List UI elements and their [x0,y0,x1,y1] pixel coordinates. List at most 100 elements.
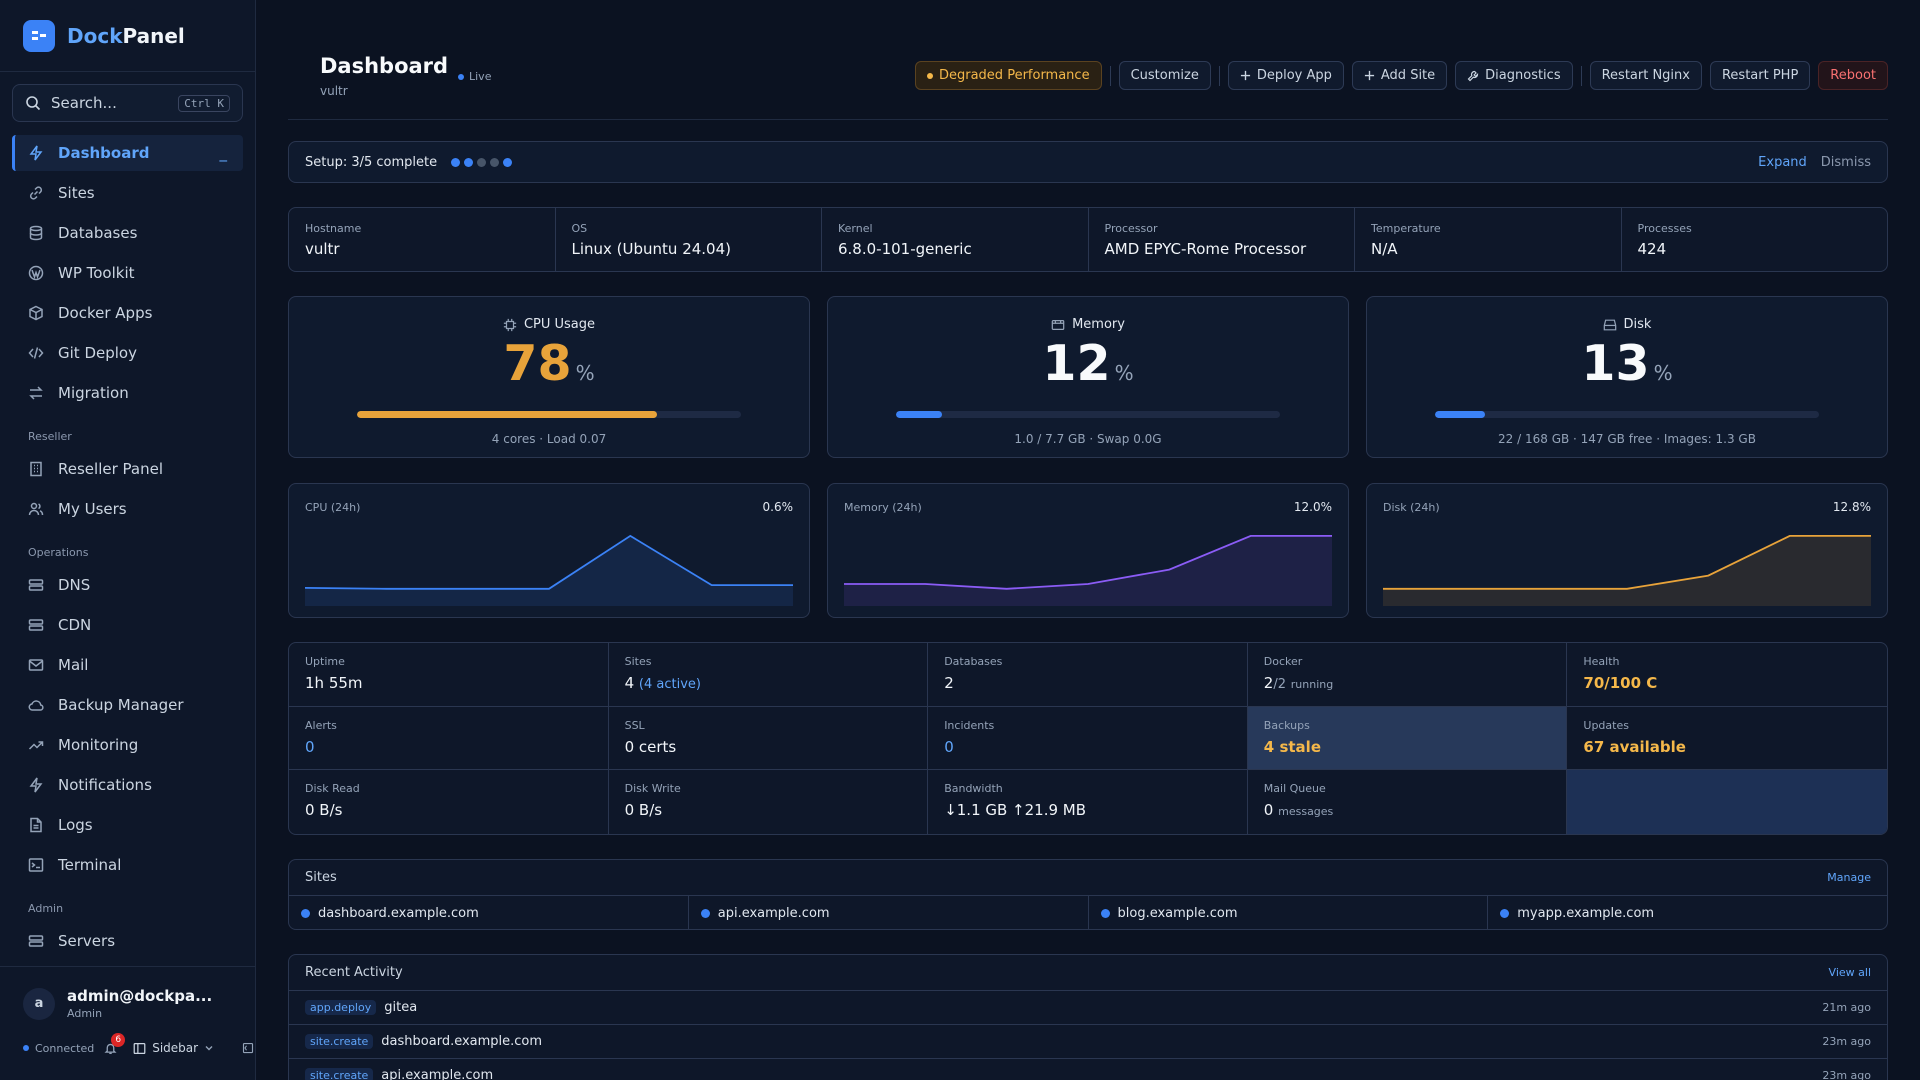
view-all-link[interactable]: View all [1828,966,1871,979]
manage-link[interactable]: Manage [1827,871,1871,884]
sidebar-item-label: Logs [58,816,93,834]
sidebar-item-databases[interactable]: Databases [12,215,243,251]
sidebar-item-notifications[interactable]: Notifications [12,767,243,803]
setup-step [503,157,513,167]
stat-databases[interactable]: Databases 2 [928,643,1248,707]
sidebar-item-mail[interactable]: Mail [12,647,243,683]
stat-backups[interactable]: Backups 4 stale [1247,706,1568,771]
sidebar-toggle[interactable]: Sidebar [133,1041,214,1055]
activity-item[interactable]: site.create dashboard.example.com 23m ago [289,1025,1887,1059]
sidebar-item-dns[interactable]: DNS [12,567,243,603]
setup-step [451,157,461,167]
cpu-gauge[interactable]: CPU Usage 78% 4 cores · Load 0.07 [288,296,810,458]
stat-docker[interactable]: Docker 2/2 running [1247,643,1568,707]
divider [1218,65,1220,86]
link-icon [29,186,43,200]
stat-value: 0 [944,737,954,756]
page-title: Dashboard [320,54,449,78]
disk-gauge[interactable]: Disk 13% 22 / 168 GB · 147 GB free · Ima… [1366,296,1888,458]
info-os: OS Linux (Ubuntu 24.04) [556,208,822,271]
restart-php-button[interactable]: Restart PHP [1709,61,1811,90]
status-badge[interactable]: Degraded Performance [914,61,1102,90]
site-item[interactable]: blog.example.com [1089,896,1489,929]
sidebar-item-servers[interactable]: Servers [12,923,243,959]
reboot-button[interactable]: Reboot [1818,61,1888,90]
gauge-title: Disk [1623,317,1652,332]
gauge-bar [896,411,1280,418]
sidebar-item-label: Monitoring [58,736,139,754]
stat-incidents[interactable]: Incidents 0 [928,706,1248,771]
usage-gauges: CPU Usage 78% 4 cores · Load 0.07 Memory… [288,296,1888,458]
logo[interactable]: DockPanel [0,0,255,72]
stat-value: 67 available [1583,737,1686,756]
sidebar-item-migration[interactable]: Migration [12,375,243,411]
info-value: AMD EPYC-Rome Processor [1104,240,1307,258]
page-header: Dashboard Live vultr Degraded Performanc… [288,0,1888,120]
add-site-button-label: Add Site [1380,68,1436,83]
info-processor: Processor AMD EPYC-Rome Processor [1089,208,1355,271]
site-item[interactable]: myapp.example.com [1488,896,1887,929]
diagnostics-button[interactable]: Diagnostics [1455,61,1573,90]
sidebar-item-cdn[interactable]: CDN [12,607,243,643]
expand-link[interactable]: Expand [1758,154,1807,170]
site-domain: myapp.example.com [1517,905,1655,921]
sidebar-item-git-deploy[interactable]: Git Deploy [12,335,243,371]
stat-label: Mail Queue [1263,782,1326,796]
stat-updates[interactable]: Updates 67 available [1567,707,1887,771]
stat-health[interactable]: Health 70/100 C [1567,643,1887,707]
stat-label: Backups [1263,718,1310,732]
trend-icon [28,741,44,750]
sidebar-item-docker-apps[interactable]: Docker Apps [12,295,243,331]
sidebar-item-label: Docker Apps [58,304,153,322]
sidebar-item-sites[interactable]: Sites [12,175,243,211]
sidebar-item-wp-toolkit[interactable]: WP Toolkit [12,255,243,291]
stat-value: 0 [1263,801,1274,820]
stat-suffix: running [1290,678,1334,691]
search-input[interactable]: Search... Ctrl K [12,84,243,122]
cpu-chart: CPU (24h) 0.6% [288,483,810,618]
app-name: DockPanel [67,23,185,48]
collapse-button[interactable] [242,1042,254,1054]
sidebar-item-reseller-panel[interactable]: Reseller Panel [12,451,243,487]
info-value: 424 [1637,240,1667,258]
info-processes: Processes 424 [1622,208,1888,271]
stats-grid: Uptime 1h 55m Sites 4 (4 active) Databases… [288,642,1888,835]
sidebar-item-monitoring[interactable]: Monitoring [12,727,243,763]
activity-item[interactable]: site.create api.example.com 23m ago [289,1059,1887,1080]
memory-gauge[interactable]: Memory 12% 1.0 / 7.7 GB · Swap 0.0G [827,296,1349,458]
site-item[interactable]: dashboard.example.com [289,896,689,929]
sidebar-item-my-users[interactable]: My Users [12,491,243,527]
dismiss-link[interactable]: Dismiss [1820,154,1871,170]
connection-dot [23,1045,29,1051]
sidebar-item-backup-manager[interactable]: Backup Manager [12,687,243,723]
sidebar-item-label: Migration [58,384,129,402]
sites-panel: Sites Manage dashboard.example.com api.ex… [288,859,1888,930]
sidebar-item-dashboard[interactable]: Dashboard _ [12,135,243,171]
status-bar: Connected 6 Sidebar [0,1020,256,1055]
sidebar-item-logs[interactable]: Logs [12,807,243,843]
info-value: 6.8.0-101-generic [838,240,972,258]
info-label: Processor [1104,222,1158,235]
customize-button[interactable]: Customize [1118,61,1211,90]
info-kernel: Kernel 6.8.0-101-generic [822,208,1089,271]
setup-step [490,157,500,167]
notifications-button[interactable]: 6 [104,1032,126,1055]
activity-tag: site.create [305,1068,374,1080]
stat-alerts[interactable]: Alerts 0 [289,706,609,771]
plus-icon [1240,70,1250,81]
add-site-button[interactable]: Add Site [1351,61,1448,90]
site-status-dot [301,908,310,918]
activity-item[interactable]: app.deploy gitea 21m ago [289,991,1887,1025]
stat-sites[interactable]: Sites 4 (4 active) [608,643,929,707]
restart-nginx-button[interactable]: Restart Nginx [1589,61,1702,90]
stat-mail-queue[interactable]: Mail Queue 0 messages [1248,770,1568,834]
setup-label: Setup: 3/5 complete [305,154,438,170]
setup-step [464,157,474,167]
sidebar-item-terminal[interactable]: Terminal [12,847,243,883]
user-menu[interactable]: a admin@dockpa... Admin [0,967,256,1020]
site-item[interactable]: api.example.com [689,896,1089,929]
gauge-detail: 22 / 168 GB · 147 GB free · Images: 1.3 … [1498,432,1756,446]
stat-ssl[interactable]: SSL 0 certs [608,706,929,771]
deploy-app-button[interactable]: Deploy App [1227,61,1344,90]
cpu-chart-area [305,535,793,606]
